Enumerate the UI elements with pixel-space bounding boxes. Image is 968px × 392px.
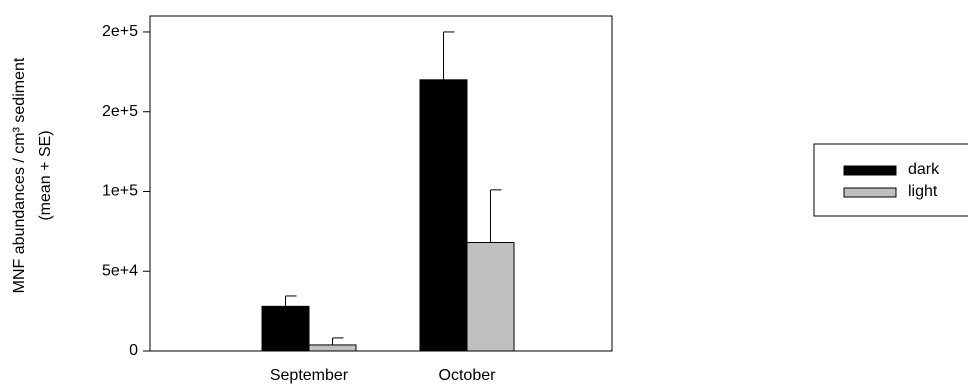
x-tick-label: October (439, 367, 497, 384)
x-tick-label: September (270, 367, 349, 384)
legend-label: light (908, 183, 938, 200)
bar (466, 242, 515, 352)
legend-swatch (843, 187, 897, 198)
y-tick-label: 0 (129, 342, 138, 359)
plot-frame (149, 15, 613, 352)
bar (261, 305, 310, 352)
y-tick-label: 1e+5 (102, 183, 138, 200)
legend-label: dark (908, 161, 940, 178)
y-tick-label: 5e+4 (102, 262, 138, 279)
y-axis-label: MNF abundances / cm³ sediment (11, 57, 28, 293)
legend-swatch (843, 165, 897, 176)
y-axis-label: (mean + SE) (37, 130, 54, 220)
y-tick-label: 2e+5 (102, 23, 138, 40)
bar (308, 344, 357, 352)
bar (419, 79, 468, 352)
y-tick-label: 2e+5 (102, 103, 138, 120)
legend-box (813, 143, 968, 217)
